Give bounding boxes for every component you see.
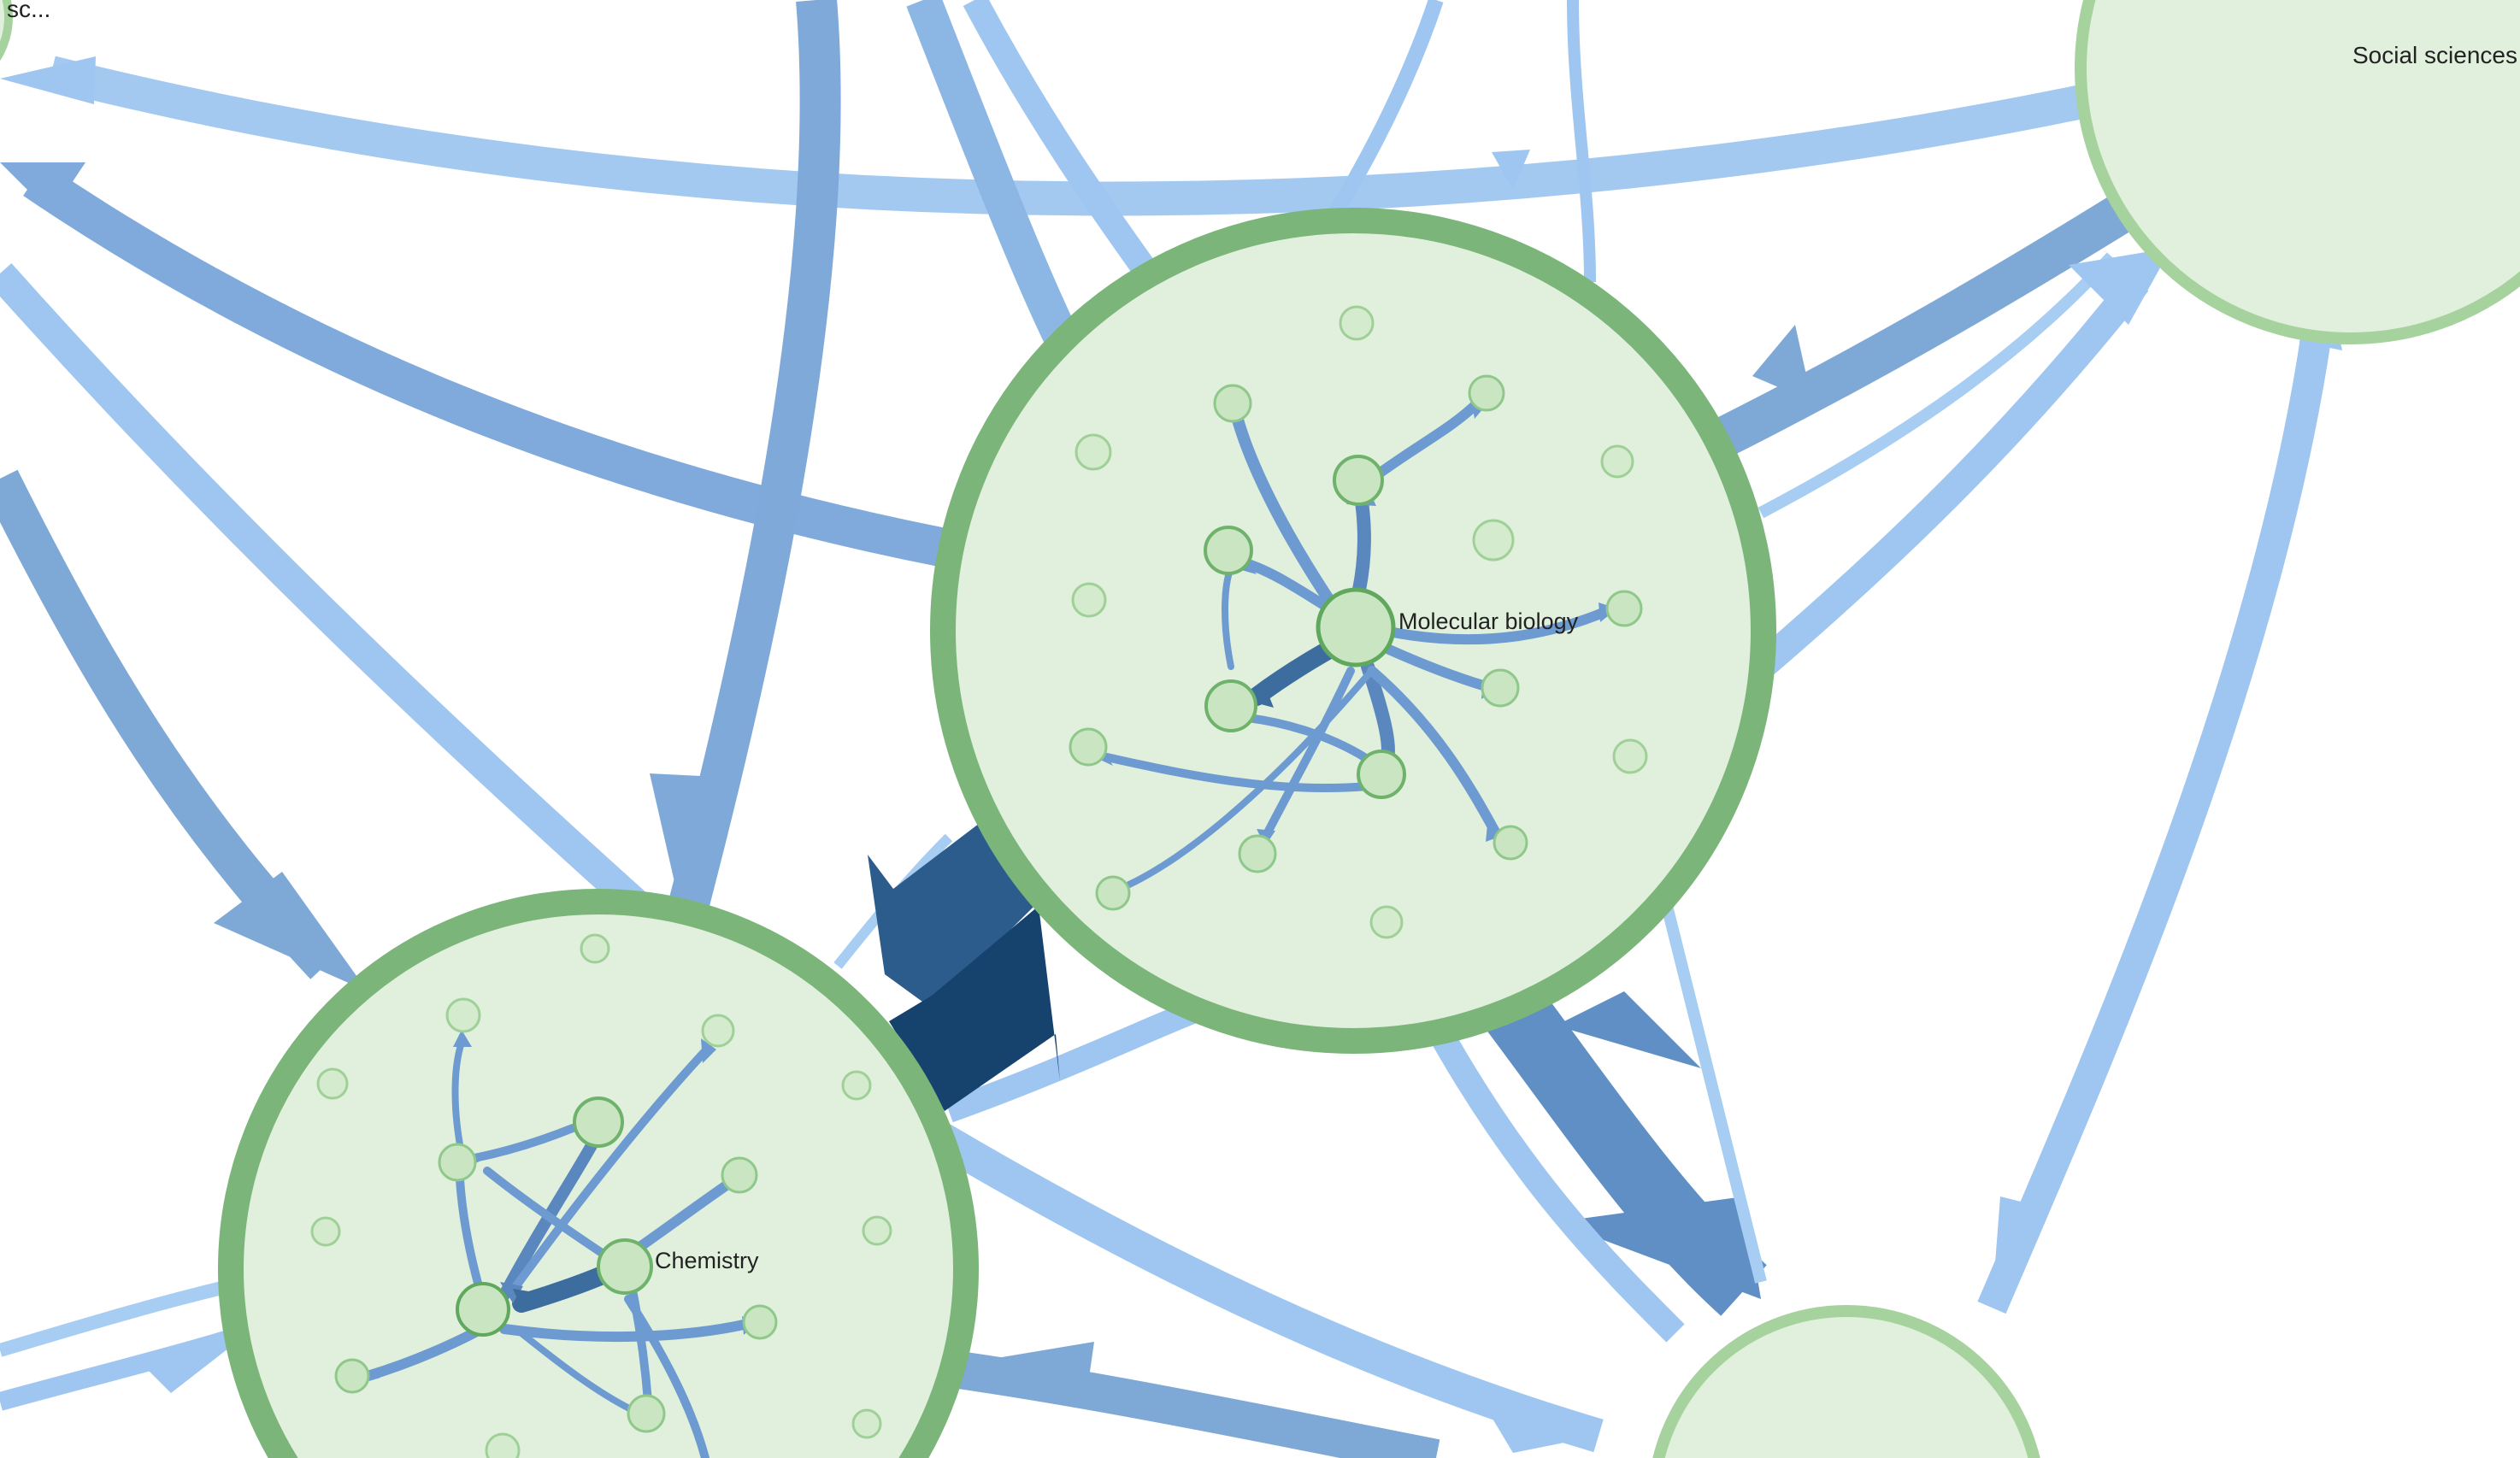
node[interactable] [456,1282,510,1337]
node[interactable] [1071,582,1107,618]
node-molecular-biology[interactable] [1316,587,1396,667]
node-label-chemistry: Chemistry [655,1248,759,1273]
arrowhead [1752,325,1812,402]
node[interactable] [1333,455,1384,506]
node[interactable] [445,997,481,1033]
cluster-bottom-right[interactable] [1652,1305,2040,1458]
node[interactable] [1600,444,1634,479]
link-molbio-to-bottom-thin[interactable] [1661,904,1767,1284]
node[interactable] [1472,519,1515,561]
cluster-label-truncated: sc... [7,0,50,22]
link-left-to-chem-light-b[interactable] [0,1324,251,1411]
node[interactable] [1095,875,1131,911]
node[interactable] [573,1096,624,1148]
link-molbio-to-bottom-light[interactable] [1424,1019,1685,1343]
link-molbio-to-social[interactable] [1700,196,2131,463]
node[interactable] [1339,305,1375,341]
node[interactable] [1605,590,1643,627]
molbio-nodes [1069,305,1648,939]
node[interactable] [1481,668,1520,708]
node[interactable] [1357,750,1406,799]
node[interactable] [851,1408,882,1439]
node-chemistry[interactable] [597,1238,653,1295]
node[interactable] [580,933,610,964]
inter-cluster-links [0,0,2342,1458]
arrowhead [650,773,735,923]
arrowhead [1556,991,1701,1068]
arrowhead [940,1342,1094,1402]
node[interactable] [721,1156,758,1194]
node-label-molecular-biology: Molecular biology [1398,608,1579,634]
node[interactable] [841,1070,872,1101]
cluster-chemistry[interactable]: Chemistry [218,889,979,1458]
node[interactable] [1493,825,1528,861]
node[interactable] [1204,679,1257,732]
node[interactable] [438,1143,477,1182]
node[interactable] [316,1067,349,1100]
link-social-to-left[interactable] [47,56,2090,216]
node[interactable] [742,1304,778,1340]
arrowhead [145,1333,248,1393]
node[interactable] [1468,374,1505,412]
node[interactable] [310,1216,341,1247]
link-chem-molbio-strong[interactable] [868,820,1034,1008]
arrowhead [214,872,368,991]
arrowhead [1487,1410,1599,1453]
node[interactable] [862,1215,892,1246]
link-social-to-molbio-thin[interactable] [1758,252,2117,519]
node[interactable] [1238,834,1277,873]
arrowhead [1556,1196,1761,1299]
node[interactable] [1612,738,1648,774]
arrowhead [0,56,96,104]
node[interactable] [485,1432,521,1458]
node[interactable] [627,1394,666,1433]
node[interactable] [334,1358,370,1394]
link-chem-to-bottom[interactable] [914,1113,1604,1453]
arrowhead [1992,1196,2034,1308]
arrowhead [0,162,85,214]
link-molbio-chem-strong[interactable] [889,906,1060,1111]
chem-nodes [310,933,892,1458]
link-molbio-to-social-light[interactable] [1751,273,2149,678]
node[interactable] [1075,433,1112,471]
cluster-molecular-biology[interactable]: Molecular biology [930,208,1776,1054]
node[interactable] [1069,727,1108,767]
link-left-to-chem-light-a[interactable] [0,1275,250,1357]
arrowhead [1492,150,1530,190]
arrowhead [2069,248,2171,325]
link-chem-to-left[interactable] [0,263,677,944]
cluster-social-sciences[interactable]: Social sciences [2075,0,2520,344]
link-social-to-bottom[interactable] [1977,331,2332,1314]
node[interactable] [1204,526,1253,575]
cluster-top-left[interactable]: sc... [0,0,50,94]
link-top-to-social-thin[interactable] [1567,0,1596,283]
node[interactable] [701,1014,735,1048]
link-top-to-molbio-b[interactable] [963,0,1165,290]
node[interactable] [1369,905,1404,939]
node[interactable] [1213,384,1252,423]
cluster-label-social-sciences: Social sciences [2352,42,2517,68]
